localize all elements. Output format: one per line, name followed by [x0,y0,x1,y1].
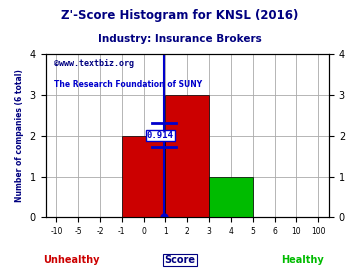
Text: ©www.textbiz.org: ©www.textbiz.org [54,59,134,68]
Text: 0.914: 0.914 [147,131,174,140]
Text: Industry: Insurance Brokers: Industry: Insurance Brokers [98,34,262,44]
Text: Z'-Score Histogram for KNSL (2016): Z'-Score Histogram for KNSL (2016) [61,9,299,22]
Bar [209,177,253,217]
Text: Healthy: Healthy [281,255,324,265]
Text: Unhealthy: Unhealthy [43,255,100,265]
Text: The Research Foundation of SUNY: The Research Foundation of SUNY [54,80,202,89]
Bar [166,95,209,217]
Y-axis label: Number of companies (6 total): Number of companies (6 total) [15,69,24,202]
Text: Score: Score [165,255,195,265]
Bar [122,136,166,217]
